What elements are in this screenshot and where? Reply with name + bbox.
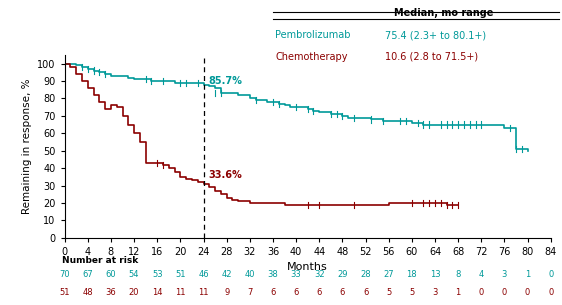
Text: 20: 20 — [129, 288, 139, 297]
Text: 3: 3 — [502, 270, 507, 279]
Text: 5: 5 — [409, 288, 415, 297]
Text: 40: 40 — [244, 270, 255, 279]
Text: 6: 6 — [340, 288, 345, 297]
Text: 70: 70 — [60, 270, 70, 279]
Text: 75.4 (2.3+ to 80.1+): 75.4 (2.3+ to 80.1+) — [385, 30, 486, 41]
Text: 6: 6 — [316, 288, 322, 297]
Text: 33: 33 — [291, 270, 301, 279]
Text: 51: 51 — [60, 288, 70, 297]
Text: 38: 38 — [268, 270, 278, 279]
Text: 54: 54 — [129, 270, 139, 279]
Text: 51: 51 — [175, 270, 185, 279]
Text: 18: 18 — [406, 270, 417, 279]
Text: 11: 11 — [175, 288, 185, 297]
Text: 27: 27 — [383, 270, 394, 279]
Text: 6: 6 — [270, 288, 275, 297]
Text: 67: 67 — [83, 270, 93, 279]
Text: 33.6%: 33.6% — [208, 170, 242, 180]
Text: 5: 5 — [386, 288, 391, 297]
Text: Median, mo range: Median, mo range — [395, 8, 493, 18]
Text: 10.6 (2.8 to 71.5+): 10.6 (2.8 to 71.5+) — [385, 52, 478, 62]
Text: 8: 8 — [455, 270, 461, 279]
Text: 53: 53 — [152, 270, 162, 279]
Text: 42: 42 — [221, 270, 232, 279]
Text: 60: 60 — [106, 270, 116, 279]
Text: 1: 1 — [456, 288, 461, 297]
Text: 9: 9 — [224, 288, 229, 297]
Text: 3: 3 — [432, 288, 438, 297]
Text: 1: 1 — [525, 270, 530, 279]
Text: 4: 4 — [479, 270, 484, 279]
Y-axis label: Remaining in response, %: Remaining in response, % — [22, 79, 31, 214]
Text: 85.7%: 85.7% — [208, 76, 242, 86]
Text: 6: 6 — [363, 288, 368, 297]
Text: 7: 7 — [247, 288, 252, 297]
Text: 46: 46 — [198, 270, 209, 279]
Text: 0: 0 — [525, 288, 530, 297]
Text: 28: 28 — [360, 270, 371, 279]
Text: 32: 32 — [314, 270, 325, 279]
X-axis label: Months: Months — [287, 263, 328, 272]
Text: Number at risk: Number at risk — [62, 256, 138, 265]
Text: 13: 13 — [430, 270, 441, 279]
Text: 14: 14 — [152, 288, 162, 297]
Text: Pembrolizumab: Pembrolizumab — [275, 30, 351, 41]
Text: 0: 0 — [479, 288, 484, 297]
Text: 0: 0 — [502, 288, 507, 297]
Text: Chemotherapy: Chemotherapy — [275, 52, 348, 62]
Text: 11: 11 — [198, 288, 209, 297]
Text: 0: 0 — [548, 270, 554, 279]
Text: 29: 29 — [337, 270, 348, 279]
Text: 36: 36 — [106, 288, 116, 297]
Text: 48: 48 — [83, 288, 93, 297]
Text: 0: 0 — [548, 288, 554, 297]
Text: 6: 6 — [293, 288, 299, 297]
